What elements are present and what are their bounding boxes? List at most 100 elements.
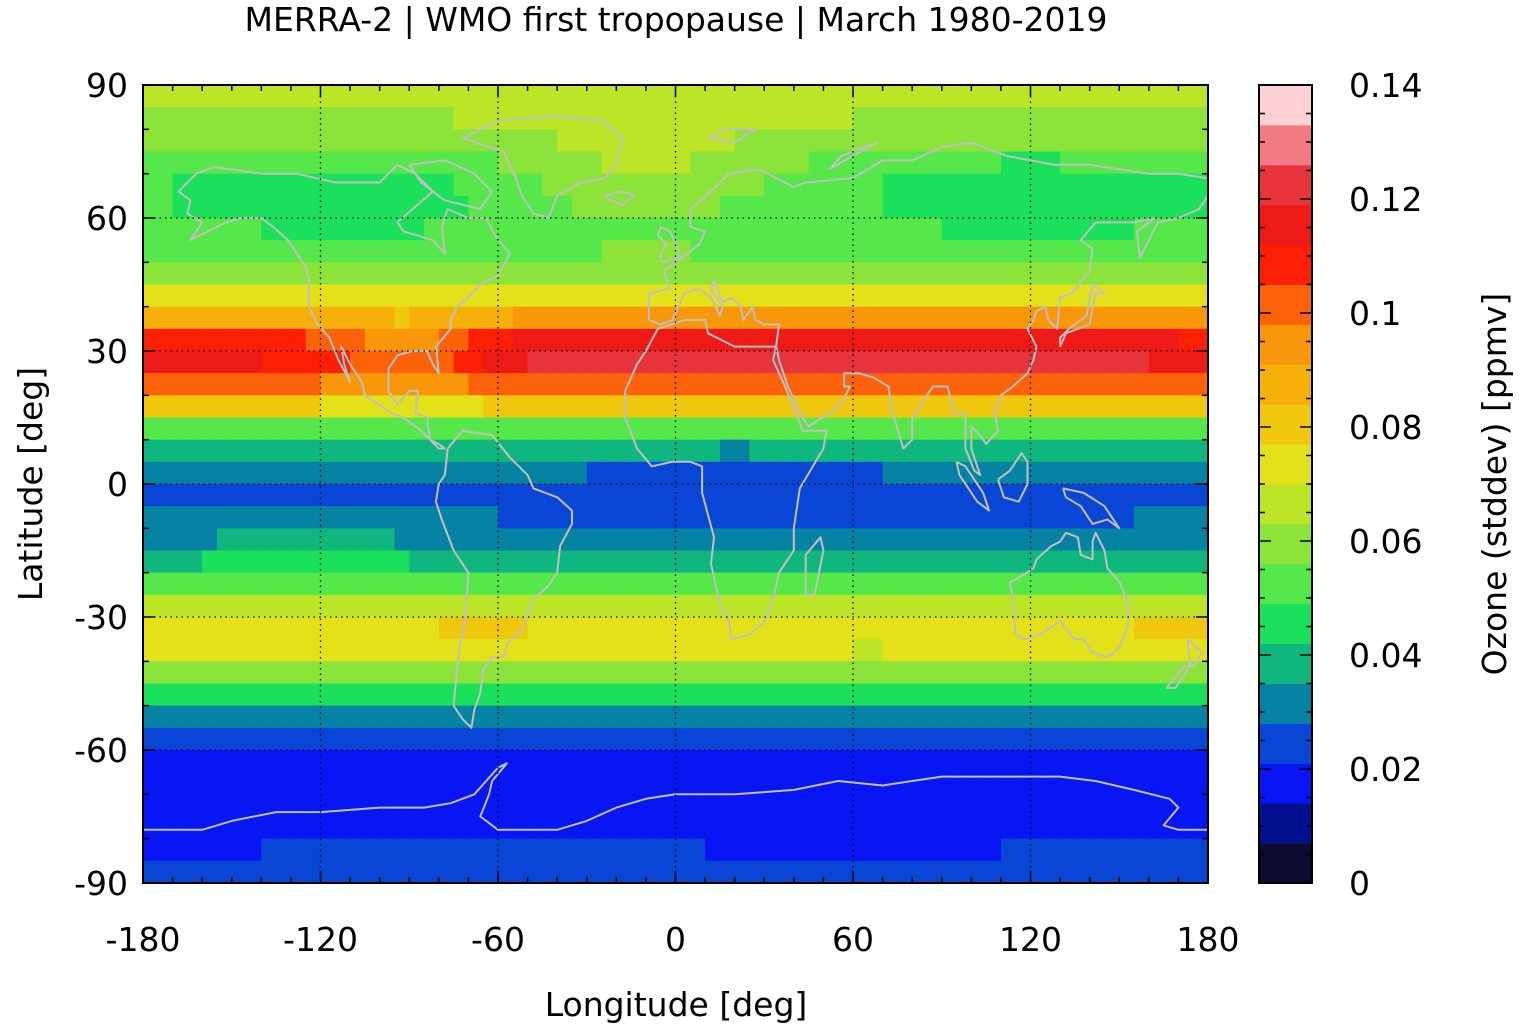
colorbar-band bbox=[1259, 763, 1312, 804]
ozone-cell bbox=[734, 772, 751, 795]
ozone-cell bbox=[956, 151, 972, 175]
ozone-cell bbox=[779, 173, 795, 197]
ozone-cell bbox=[616, 218, 632, 241]
ozone-cell bbox=[1178, 794, 1194, 818]
ozone-cell bbox=[1178, 860, 1194, 883]
ozone-cell bbox=[424, 772, 440, 795]
ozone-cell bbox=[1060, 439, 1076, 463]
ozone-cell bbox=[542, 439, 558, 463]
ozone-cell bbox=[512, 151, 529, 175]
ozone-cell bbox=[1148, 528, 1165, 552]
ozone-cell bbox=[527, 328, 543, 352]
ozone-cell bbox=[290, 284, 307, 308]
ozone-cell bbox=[1193, 395, 1208, 419]
ozone-cell bbox=[601, 572, 617, 596]
ozone-cell bbox=[1163, 439, 1180, 463]
ozone-cell bbox=[143, 639, 159, 662]
ozone-cell bbox=[912, 794, 928, 818]
ozone-cell bbox=[764, 173, 780, 197]
ozone-cell bbox=[1045, 683, 1061, 707]
ozone-cell bbox=[571, 240, 588, 263]
ozone-cell bbox=[719, 439, 736, 463]
ozone-cell bbox=[246, 351, 262, 374]
ozone-cell bbox=[216, 351, 233, 374]
ozone-cell bbox=[157, 484, 174, 507]
ozone-cell bbox=[542, 772, 558, 795]
ozone-cell bbox=[586, 218, 603, 241]
ozone-cell bbox=[793, 195, 810, 219]
ozone-cell bbox=[468, 572, 484, 596]
ozone-cell bbox=[645, 838, 662, 862]
ozone-cell bbox=[187, 860, 203, 883]
ozone-cell bbox=[1163, 373, 1180, 396]
ozone-cell bbox=[705, 772, 721, 795]
ozone-cell bbox=[1119, 262, 1135, 286]
ozone-cell bbox=[838, 284, 854, 308]
ozone-cell bbox=[616, 528, 632, 552]
gridlines bbox=[143, 85, 1208, 883]
ozone-cell bbox=[734, 838, 751, 862]
ozone-cell bbox=[971, 328, 987, 352]
ozone-cell bbox=[379, 218, 396, 241]
ozone-cell bbox=[172, 750, 188, 773]
ozone-cell bbox=[290, 617, 307, 640]
ozone-cell bbox=[1134, 195, 1150, 219]
ozone-cell bbox=[986, 351, 1002, 374]
ozone-cell bbox=[438, 639, 455, 662]
ozone-cell bbox=[1104, 417, 1120, 441]
ozone-cell bbox=[187, 639, 203, 662]
ozone-cell bbox=[1104, 107, 1120, 130]
ozone-cell bbox=[246, 705, 262, 729]
ozone-cell bbox=[823, 860, 839, 883]
ozone-cell bbox=[749, 195, 765, 219]
ozone-cell bbox=[527, 218, 543, 241]
ozone-cell bbox=[320, 816, 336, 840]
ozone-cell bbox=[705, 240, 721, 263]
ozone-cell bbox=[749, 506, 765, 529]
ozone-cell bbox=[1178, 528, 1194, 552]
ozone-cell bbox=[305, 816, 322, 840]
ozone-cell bbox=[1089, 794, 1106, 818]
ozone-cell bbox=[305, 395, 322, 419]
ozone-cell bbox=[660, 506, 677, 529]
ozone-cell bbox=[823, 195, 839, 219]
ozone-cell bbox=[675, 550, 691, 574]
ozone-cell bbox=[719, 661, 736, 685]
ozone-cell bbox=[1178, 262, 1194, 286]
ozone-cell bbox=[453, 816, 470, 840]
ozone-cell bbox=[838, 794, 854, 818]
ozone-cell bbox=[394, 661, 410, 685]
ozone-cell bbox=[956, 617, 972, 640]
ozone-cell bbox=[793, 439, 810, 463]
ozone-cell bbox=[438, 328, 455, 352]
ozone-cell bbox=[231, 461, 248, 485]
ozone-cell bbox=[941, 129, 958, 153]
ozone-cell bbox=[660, 860, 677, 883]
ozone-cell bbox=[867, 240, 884, 263]
ozone-cell bbox=[202, 860, 218, 883]
colorbar-band bbox=[1259, 124, 1312, 166]
ozone-cell bbox=[882, 439, 898, 463]
ozone-cell bbox=[808, 262, 825, 286]
ozone-cell bbox=[971, 705, 987, 729]
ozone-cell bbox=[1148, 506, 1165, 529]
ozone-cell bbox=[1193, 173, 1208, 197]
ozone-cell bbox=[231, 173, 248, 197]
ozone-cell bbox=[808, 240, 825, 263]
ozone-cell bbox=[926, 195, 943, 219]
ozone-cell bbox=[941, 661, 958, 685]
ozone-cell bbox=[1134, 262, 1150, 286]
ozone-cell bbox=[305, 417, 322, 441]
ozone-cell bbox=[1030, 129, 1046, 153]
ozone-cell bbox=[453, 395, 470, 419]
ozone-cell bbox=[838, 240, 854, 263]
ozone-cell bbox=[1045, 794, 1061, 818]
ozone-cell bbox=[1104, 240, 1120, 263]
ozone-cell bbox=[143, 772, 159, 795]
ozone-cell bbox=[1134, 484, 1150, 507]
ozone-cell bbox=[853, 417, 869, 441]
ozone-cell bbox=[1030, 750, 1046, 773]
ozone-cell bbox=[261, 528, 277, 552]
ozone-cell bbox=[586, 860, 603, 883]
ozone-cell bbox=[719, 173, 736, 197]
